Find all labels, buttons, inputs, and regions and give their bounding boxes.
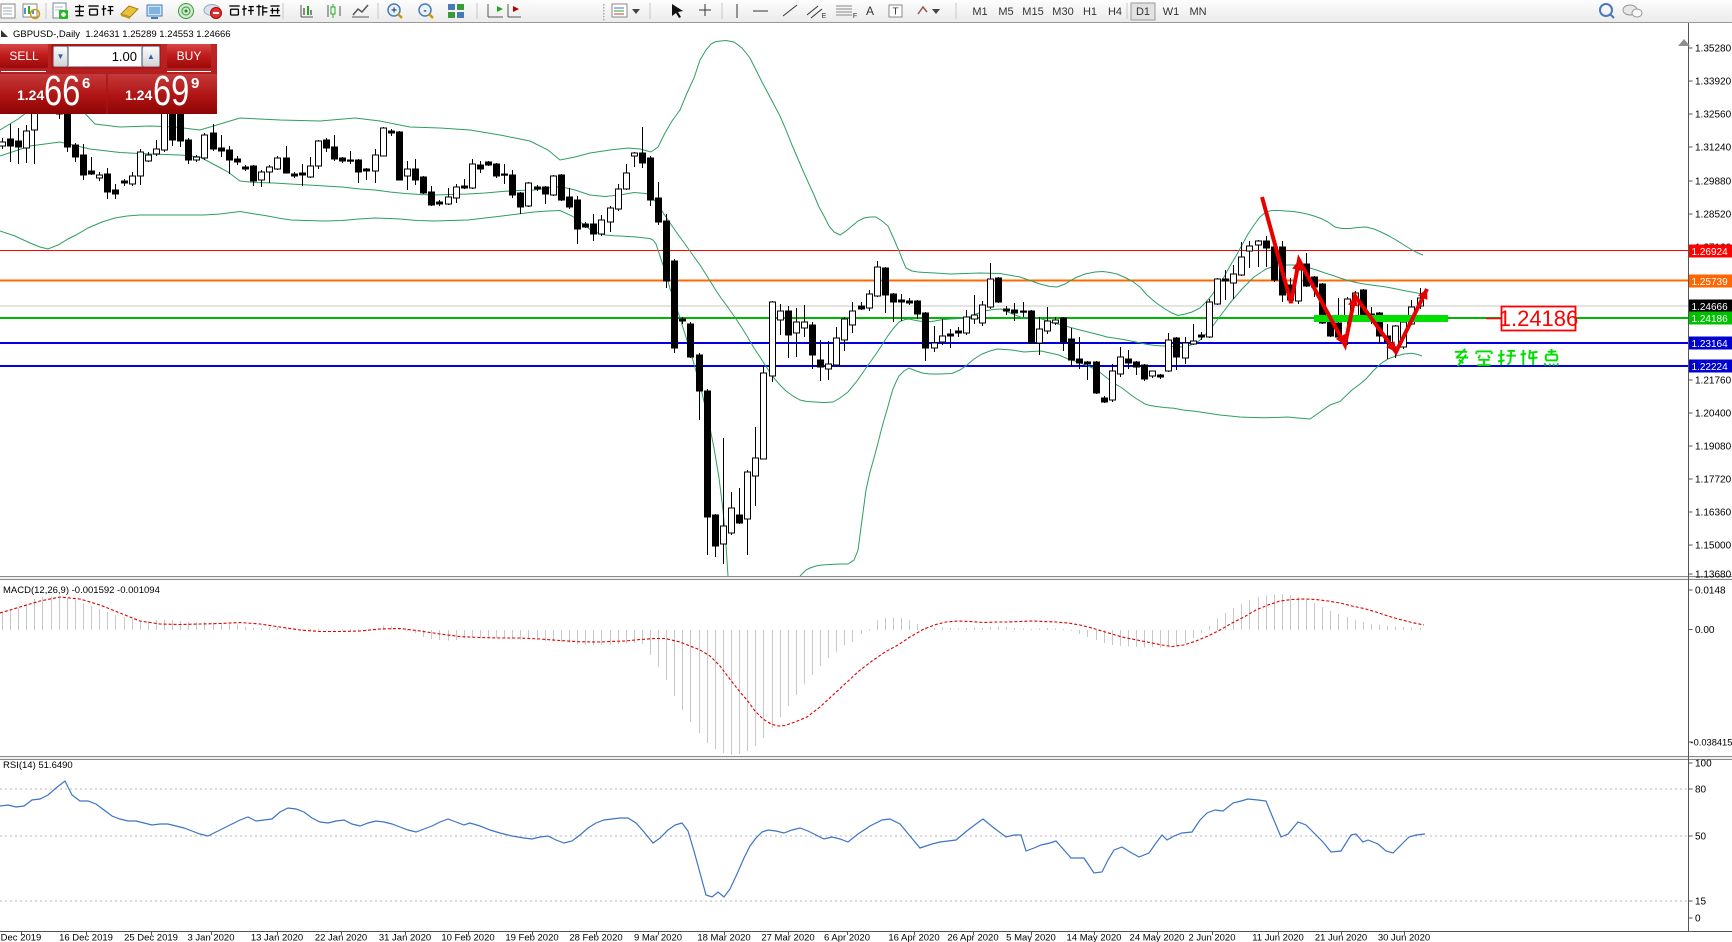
svg-text:-0.038415: -0.038415 (1691, 738, 1732, 748)
svg-text:1.23164: 1.23164 (1692, 339, 1729, 350)
svg-text:6 Apr 2020: 6 Apr 2020 (824, 933, 870, 942)
svg-text:0.0148: 0.0148 (1695, 586, 1726, 597)
svg-text:MACD(12,26,9) -0.001592 -0.001: MACD(12,26,9) -0.001592 -0.001094 (3, 585, 160, 596)
svg-text:E: E (822, 13, 827, 20)
svg-text:31 Jan 2020: 31 Jan 2020 (379, 933, 431, 942)
svg-text:26 Apr 2020: 26 Apr 2020 (947, 933, 998, 942)
svg-text:16 Apr 2020: 16 Apr 2020 (888, 933, 939, 942)
svg-text:1.22224: 1.22224 (1692, 362, 1729, 373)
svg-text:0: 0 (1695, 914, 1701, 925)
svg-text:M1: M1 (972, 6, 987, 18)
svg-text:M5: M5 (998, 6, 1013, 18)
svg-text:1.35280: 1.35280 (1695, 44, 1732, 55)
svg-text:T: T (892, 7, 898, 18)
svg-text:M30: M30 (1052, 6, 1073, 18)
svg-text:1.28520: 1.28520 (1695, 210, 1732, 221)
svg-text:1.19080: 1.19080 (1695, 442, 1732, 453)
svg-text:RSI(14) 51.6490: RSI(14) 51.6490 (3, 760, 73, 771)
svg-text:24 May 2020: 24 May 2020 (1130, 933, 1185, 942)
svg-text:28 Feb 2020: 28 Feb 2020 (569, 933, 622, 942)
svg-text:GBPUSD-,Daily 1.24631 1.25289: GBPUSD-,Daily 1.24631 1.25289 1.24553 1.… (13, 29, 231, 40)
svg-text:1.24666: 1.24666 (1692, 302, 1729, 313)
svg-text:1.24186: 1.24186 (1499, 306, 1579, 331)
svg-text:H1: H1 (1083, 6, 1097, 18)
svg-text:9 Mar 2020: 9 Mar 2020 (634, 933, 682, 942)
svg-text:1.33920: 1.33920 (1695, 77, 1732, 88)
svg-text:1.31240: 1.31240 (1695, 143, 1732, 154)
svg-text:0.00: 0.00 (1695, 625, 1715, 636)
svg-text:14 May 2020: 14 May 2020 (1067, 933, 1122, 942)
svg-text:1.32560: 1.32560 (1695, 110, 1732, 121)
svg-text:80: 80 (1695, 785, 1707, 796)
svg-text:100: 100 (1695, 759, 1712, 770)
svg-text:11 Jun 2020: 11 Jun 2020 (1252, 933, 1304, 942)
svg-text:19 Feb 2020: 19 Feb 2020 (505, 933, 558, 942)
svg-text:+: + (391, 6, 397, 17)
svg-text:25 Dec 2019: 25 Dec 2019 (124, 933, 178, 942)
svg-text:MN: MN (1189, 6, 1206, 18)
svg-text:D1: D1 (1136, 6, 1150, 18)
svg-text:22 Jan 2020: 22 Jan 2020 (315, 933, 367, 942)
svg-text:1.16360: 1.16360 (1695, 508, 1732, 519)
svg-text:18 Mar 2020: 18 Mar 2020 (697, 933, 750, 942)
svg-text:-: - (423, 6, 426, 17)
svg-text:16 Dec 2019: 16 Dec 2019 (59, 933, 113, 942)
svg-text:W1: W1 (1163, 6, 1180, 18)
svg-text:50: 50 (1695, 832, 1707, 843)
svg-text:1.26924: 1.26924 (1692, 247, 1729, 258)
svg-text:10 Feb 2020: 10 Feb 2020 (441, 933, 494, 942)
svg-text:5 May 2020: 5 May 2020 (1006, 933, 1056, 942)
svg-text:1.29880: 1.29880 (1695, 177, 1732, 188)
svg-text:1.24186: 1.24186 (1692, 314, 1729, 325)
svg-text:1.17720: 1.17720 (1695, 475, 1732, 486)
svg-text:30 Jun 2020: 30 Jun 2020 (1378, 933, 1430, 942)
svg-text:1.25739: 1.25739 (1692, 277, 1729, 288)
svg-text:1.21760: 1.21760 (1695, 376, 1732, 387)
svg-text:Dec 2019: Dec 2019 (1, 933, 42, 942)
svg-text:21 Jun 2020: 21 Jun 2020 (1315, 933, 1367, 942)
svg-text:1.13680: 1.13680 (1695, 570, 1732, 581)
svg-text:H4: H4 (1108, 6, 1122, 18)
svg-text:F: F (853, 13, 857, 20)
svg-text:1.15000: 1.15000 (1695, 541, 1732, 552)
svg-text:2 Jun 2020: 2 Jun 2020 (1188, 933, 1235, 942)
svg-text:3 Jan 2020: 3 Jan 2020 (187, 933, 234, 942)
svg-text:A: A (866, 4, 874, 18)
svg-text:1.20400: 1.20400 (1695, 409, 1732, 420)
svg-text:15: 15 (1695, 897, 1707, 908)
svg-text:M15: M15 (1022, 6, 1043, 18)
svg-text:13 Jan 2020: 13 Jan 2020 (251, 933, 303, 942)
svg-text:27 Mar 2020: 27 Mar 2020 (761, 933, 814, 942)
